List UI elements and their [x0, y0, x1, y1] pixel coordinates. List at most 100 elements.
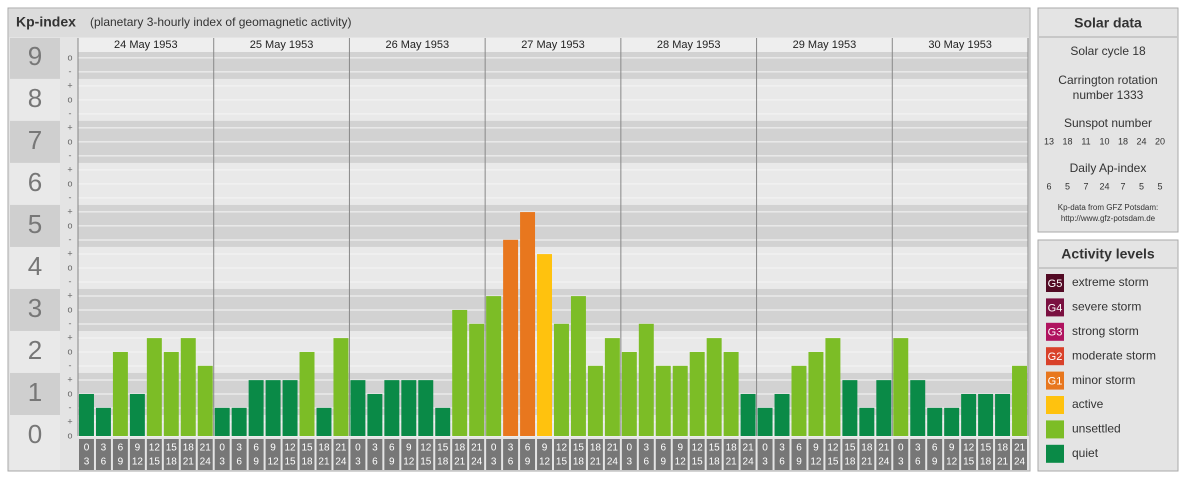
sunspot-value: 11: [1081, 136, 1090, 146]
bar: [1012, 365, 1027, 436]
day-label: 24 May 1953: [114, 39, 178, 51]
hour-label: 3: [355, 457, 361, 468]
level-badge: G1: [1048, 376, 1063, 388]
bar: [554, 323, 569, 436]
bar: [927, 407, 943, 436]
hour-label: 6: [101, 457, 107, 468]
bar: [214, 407, 230, 436]
y-tick-label: 8: [28, 83, 42, 113]
hour-label: 21: [318, 457, 330, 468]
hour-label: 3: [84, 457, 90, 468]
label-band: [10, 372, 60, 415]
hour-box: [825, 439, 841, 470]
bar: [876, 380, 892, 436]
subtick-label: +: [67, 416, 72, 426]
hour-label: 12: [946, 457, 958, 468]
carrington: Carrington rotation: [1058, 73, 1157, 87]
hour-label: 6: [372, 457, 378, 468]
hour-label: 18: [166, 457, 178, 468]
hour-label: 0: [627, 443, 633, 454]
bar: [587, 365, 603, 436]
hour-label: 6: [508, 457, 514, 468]
hour-box: [808, 439, 824, 470]
solar-title: Solar data: [1074, 15, 1142, 31]
hour-label: 3: [236, 443, 242, 454]
day-label: 27 May 1953: [521, 39, 585, 51]
hour-label: 6: [779, 457, 785, 468]
label-band: [10, 120, 60, 163]
hour-label: 21: [997, 457, 1009, 468]
note: http://www.gfz-potsdam.de: [1061, 214, 1156, 223]
day-row: [78, 38, 1028, 52]
carrington: number 1333: [1073, 88, 1144, 102]
hour-box: [757, 439, 773, 470]
hour-label: 21: [743, 443, 755, 454]
note: Kp-data from GFZ Potsdam:: [1058, 203, 1158, 212]
bar: [723, 351, 739, 436]
hour-box: [197, 439, 213, 470]
hour-label: 12: [692, 443, 704, 454]
hour-label: 0: [355, 443, 361, 454]
hour-label: 3: [508, 443, 514, 454]
hour-box: [520, 439, 536, 470]
hour-box: [231, 439, 247, 470]
level-swatch: [1046, 371, 1064, 390]
bar: [740, 393, 756, 436]
bar: [808, 351, 824, 436]
subtick-label: +: [67, 248, 72, 258]
hour-box: [299, 439, 315, 470]
hour-label: 21: [200, 443, 212, 454]
hour-label: 3: [915, 443, 921, 454]
bar: [621, 351, 637, 436]
subtick-label: -: [69, 318, 72, 328]
hour-label: 15: [827, 457, 839, 468]
hour-box: [706, 439, 722, 470]
ap-value: 5: [1157, 181, 1162, 191]
hour-label: 18: [301, 457, 313, 468]
hour-label: 9: [135, 443, 141, 454]
bar: [384, 380, 400, 436]
bar: [231, 407, 247, 436]
hour-label: 21: [607, 443, 619, 454]
bar: [604, 338, 620, 436]
hour-box: [876, 439, 892, 470]
level-name: severe storm: [1072, 300, 1141, 314]
bar: [859, 407, 875, 436]
hour-label: 6: [525, 443, 531, 454]
bar: [825, 338, 841, 436]
hour-label: 24: [471, 457, 483, 468]
hour-box: [333, 439, 349, 470]
hour-label: 15: [149, 457, 161, 468]
sunspot-value: 24: [1136, 136, 1146, 146]
bar: [978, 393, 994, 436]
hour-box: [129, 439, 145, 470]
hour-box: [282, 439, 298, 470]
level-badge: G4: [1048, 302, 1063, 314]
hour-box: [180, 439, 196, 470]
y-tick-label: 5: [28, 209, 42, 239]
hour-box: [469, 439, 485, 470]
chart-title: Kp-index: [16, 14, 76, 30]
day-label: 28 May 1953: [657, 39, 721, 51]
hour-box: [570, 439, 586, 470]
level-swatch: [1046, 396, 1064, 414]
sunspot-title: Sunspot number: [1064, 116, 1152, 130]
hour-label: 0: [84, 443, 90, 454]
subtick-label: +: [67, 290, 72, 300]
hour-box: [214, 439, 230, 470]
y-tick-label: 7: [28, 125, 42, 155]
band: [78, 52, 1028, 79]
bar: [672, 365, 688, 436]
subtick-label: -: [69, 276, 72, 286]
hour-label: 3: [644, 443, 650, 454]
bar: [503, 239, 519, 436]
bar: [469, 323, 485, 436]
hour-label: 15: [420, 457, 432, 468]
level-swatch: [1046, 322, 1064, 341]
hour-label: 3: [762, 457, 768, 468]
day-label: 29 May 1953: [793, 39, 857, 51]
hour-label: 12: [403, 457, 415, 468]
subtick-label: -: [69, 360, 72, 370]
hour-label: 9: [253, 457, 259, 468]
